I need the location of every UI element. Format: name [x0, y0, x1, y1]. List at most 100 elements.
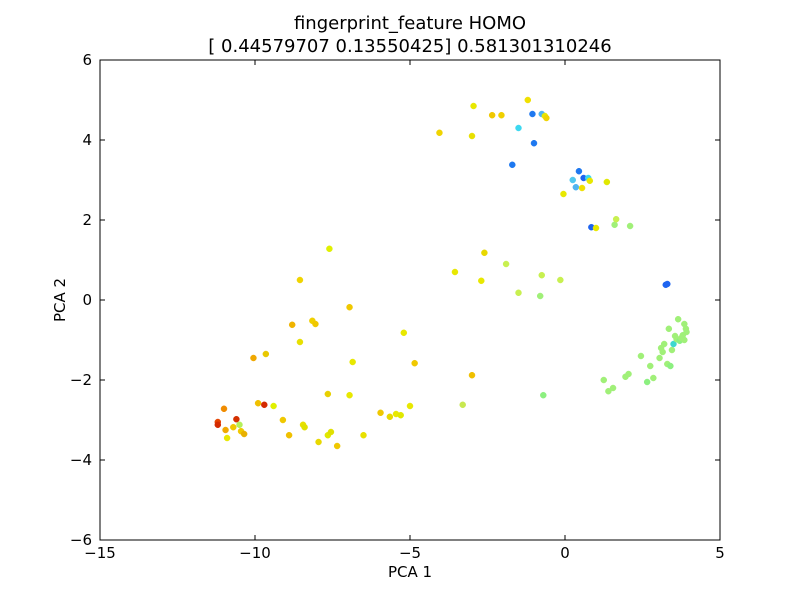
data-point	[609, 384, 617, 392]
data-point	[650, 374, 657, 382]
data-point	[656, 354, 663, 362]
data-point	[386, 413, 394, 421]
data-point	[236, 421, 243, 429]
data-point	[660, 340, 668, 348]
data-point	[509, 161, 516, 169]
data-point	[296, 276, 304, 284]
data-point	[451, 268, 459, 276]
y-tick-label: −4	[70, 451, 92, 469]
data-point	[233, 415, 240, 423]
data-point	[625, 370, 632, 378]
data-point	[560, 190, 567, 198]
data-point	[279, 416, 287, 424]
data-point	[230, 423, 237, 431]
data-point	[515, 289, 522, 297]
data-point	[502, 260, 510, 268]
data-point	[436, 129, 443, 137]
data-point	[605, 387, 612, 395]
data-point	[261, 401, 268, 409]
data-point	[670, 340, 677, 348]
data-point	[262, 350, 270, 358]
axis-ticks: −15 −10 −5 0 5 −6 −4 −2 0 2 4 6	[70, 51, 725, 562]
data-point	[603, 178, 611, 186]
data-point	[569, 176, 576, 184]
data-point	[333, 442, 341, 450]
data-point	[397, 411, 404, 419]
y-tick-label: 2	[82, 211, 92, 229]
data-point	[459, 401, 466, 409]
x-tick-label: −15	[84, 544, 116, 562]
data-point	[312, 320, 319, 328]
data-point	[668, 346, 676, 354]
data-point	[626, 222, 634, 230]
data-point	[254, 399, 262, 407]
data-point	[578, 184, 586, 192]
data-point	[612, 215, 620, 223]
data-point	[586, 177, 594, 185]
data-point	[647, 362, 654, 370]
data-point	[536, 292, 544, 300]
y-tick-label: 0	[82, 291, 92, 309]
data-point	[468, 371, 476, 379]
data-point	[557, 276, 564, 284]
x-tick-label: 5	[715, 544, 725, 562]
data-point	[659, 348, 666, 356]
data-point	[637, 352, 645, 360]
y-tick-label: −2	[70, 371, 92, 389]
data-point	[540, 391, 547, 399]
data-point	[524, 96, 532, 104]
data-point	[250, 354, 257, 362]
data-point	[530, 139, 538, 147]
data-point	[498, 111, 505, 119]
data-point	[346, 391, 353, 399]
data-point	[411, 359, 418, 367]
data-point	[214, 421, 222, 429]
data-point	[349, 358, 356, 366]
data-point	[301, 423, 308, 431]
data-point	[600, 376, 607, 384]
x-tick-label: −5	[399, 544, 421, 562]
data-point	[296, 338, 304, 346]
data-point	[543, 114, 550, 122]
y-axis-label: PCA 2	[51, 278, 69, 322]
data-point	[572, 183, 580, 191]
chart-title: fingerprint_feature HOMO	[294, 13, 526, 34]
x-tick-label: −10	[239, 544, 271, 562]
data-point	[377, 409, 384, 417]
data-point	[481, 249, 488, 257]
data-point	[315, 438, 322, 446]
data-point	[592, 224, 600, 232]
plot-frame	[99, 59, 721, 541]
data-point	[223, 434, 231, 442]
data-point	[360, 431, 367, 439]
data-point	[270, 402, 277, 410]
data-point	[222, 426, 229, 434]
data-point	[515, 124, 522, 132]
data-point	[406, 402, 414, 410]
data-point	[681, 336, 688, 344]
data-point	[400, 329, 408, 337]
data-point	[674, 315, 682, 323]
y-tick-label: 6	[82, 51, 92, 69]
data-point	[529, 110, 536, 118]
data-point	[643, 378, 651, 386]
data-point	[667, 362, 674, 370]
x-axis-label: PCA 1	[388, 563, 432, 581]
data-point	[288, 321, 296, 329]
x-tick-label: 0	[560, 544, 570, 562]
y-tick-label: 4	[82, 131, 92, 149]
data-point	[470, 102, 477, 110]
data-point	[327, 428, 335, 436]
data-point	[488, 111, 496, 119]
data-point	[468, 132, 476, 140]
data-point	[575, 167, 583, 175]
data-point	[611, 221, 618, 229]
data-points	[214, 96, 690, 450]
data-point	[664, 280, 671, 288]
data-point	[324, 390, 332, 398]
data-point	[285, 431, 293, 439]
data-point	[683, 328, 690, 336]
y-tick-label: −6	[70, 531, 92, 549]
chart-subtitle: [ 0.44579707 0.13550425] 0.581301310246	[208, 36, 611, 57]
